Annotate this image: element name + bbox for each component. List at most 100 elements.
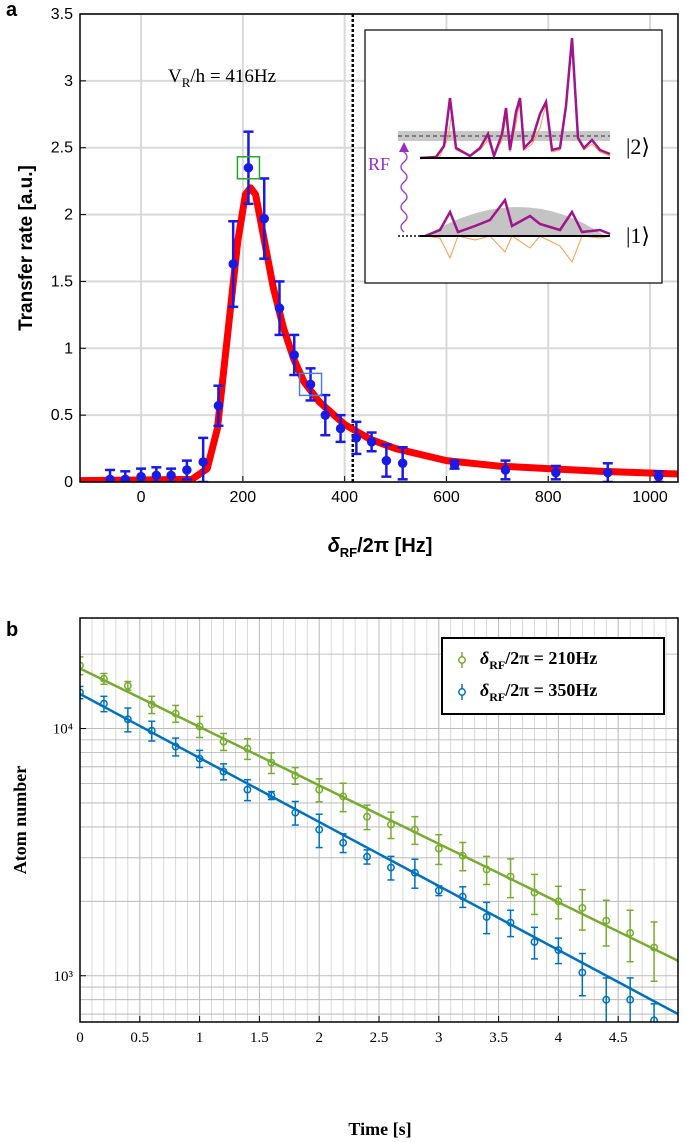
x-tick-label: 3.5 (489, 1030, 508, 1046)
data-point (363, 852, 371, 861)
error-bar (267, 752, 275, 775)
data-point (120, 474, 131, 482)
x-tick-label: 4 (555, 1030, 563, 1046)
legend-label-part: /2π = 210Hz (504, 648, 597, 668)
plot-frame (79, 13, 679, 483)
data-point (213, 401, 224, 411)
data-point (434, 844, 443, 853)
error-bar (387, 855, 395, 881)
data-point (123, 681, 132, 690)
data-point (653, 471, 664, 482)
annotation-part: /h = 416Hz (190, 66, 276, 87)
error-bar (650, 921, 658, 983)
error-bar (483, 855, 491, 886)
data-point (267, 791, 276, 800)
inset-curve (419, 37, 611, 161)
data-point (335, 423, 346, 434)
x-tick-label: 400 (331, 489, 358, 506)
data-point (366, 437, 377, 447)
data-point (650, 943, 659, 952)
error-bar (196, 715, 204, 739)
data-point (171, 709, 180, 718)
data-point (554, 897, 563, 906)
x-axis-label-part: δ (328, 535, 341, 557)
error-bar (554, 885, 562, 920)
error-bar (554, 937, 562, 965)
panel: 0 0.5 1 1.5 2 2.5 3 3.5 4 4.5 10³ 10⁴ b Time [s] Atom … (6, 617, 679, 1139)
data-point (166, 470, 176, 481)
data-point (274, 303, 285, 313)
data-point (243, 744, 252, 753)
error-bar (530, 873, 538, 916)
data-point (410, 825, 419, 834)
data-point (289, 350, 300, 360)
error-bar (578, 952, 586, 997)
error-bar (172, 737, 180, 757)
data-point (147, 700, 156, 709)
data-point (578, 968, 587, 977)
error-bar (530, 926, 538, 960)
data-point (182, 465, 192, 475)
data-point (458, 851, 467, 860)
data-point (105, 474, 115, 482)
data-point (554, 946, 563, 955)
error-bar (148, 695, 156, 715)
x-tick-label: 2.5 (370, 1030, 389, 1046)
y-tick-label: 10³ (54, 969, 74, 985)
data-layer (80, 14, 678, 482)
x-tick-label: 1000 (632, 489, 668, 506)
x-tick-label: 3 (435, 1030, 443, 1046)
rf-arrow (400, 150, 408, 233)
error-bar (459, 886, 467, 909)
y-axis-label: Transfer rate [a.u.] (16, 165, 37, 331)
legend-swatch (458, 688, 466, 696)
legend-label-part: /2π = 350Hz (504, 680, 597, 700)
x-tick-label: 600 (433, 489, 460, 506)
inset-frame (364, 29, 663, 284)
error-bar (148, 720, 156, 742)
data-point (267, 758, 276, 767)
data-point (387, 863, 395, 872)
x-axis-label: δRF/2π [Hz] (328, 535, 433, 560)
data-point (195, 722, 204, 731)
x-tick-label: 4.5 (609, 1030, 628, 1046)
legend-swatch (458, 656, 466, 664)
data-point (243, 785, 252, 794)
panel-label: a (6, 0, 18, 21)
error-bar (80, 656, 84, 676)
error-bar (363, 804, 371, 831)
data-point (339, 792, 348, 801)
data-point (506, 918, 515, 927)
x-axis-label-sub: RF (340, 545, 357, 560)
error-bar (602, 899, 610, 947)
data-point (506, 872, 515, 881)
legend-label: δRF/2π = 350Hz (480, 680, 597, 704)
error-bar (100, 695, 108, 713)
data-point (243, 163, 254, 173)
error-bar (220, 763, 228, 781)
y-tick-label: 2.5 (51, 140, 73, 157)
legend-label-sub: RF (489, 690, 505, 704)
data-point (410, 868, 419, 877)
data-point (315, 785, 324, 794)
error-bar (196, 749, 204, 769)
data-point (315, 825, 324, 834)
error-bar (124, 707, 132, 733)
inset-label: RF (368, 154, 390, 174)
data-point (228, 259, 238, 269)
legend-label-sub: RF (489, 658, 505, 672)
inset-curve (424, 197, 611, 238)
x-tick-label: 0 (76, 1030, 84, 1046)
y-tick-label: 3.5 (51, 6, 73, 23)
error-bar (220, 732, 228, 752)
x-tick-label: 1.5 (250, 1030, 269, 1046)
error-bar (172, 704, 180, 724)
y-tick-label: 10⁴ (53, 722, 73, 738)
error-bar (291, 766, 299, 786)
y-tick-label: 2 (64, 207, 73, 224)
error-bar (411, 858, 419, 889)
data-point (530, 938, 539, 946)
data-point (602, 995, 611, 1004)
highlight-box (298, 372, 323, 397)
data-point (99, 674, 108, 683)
